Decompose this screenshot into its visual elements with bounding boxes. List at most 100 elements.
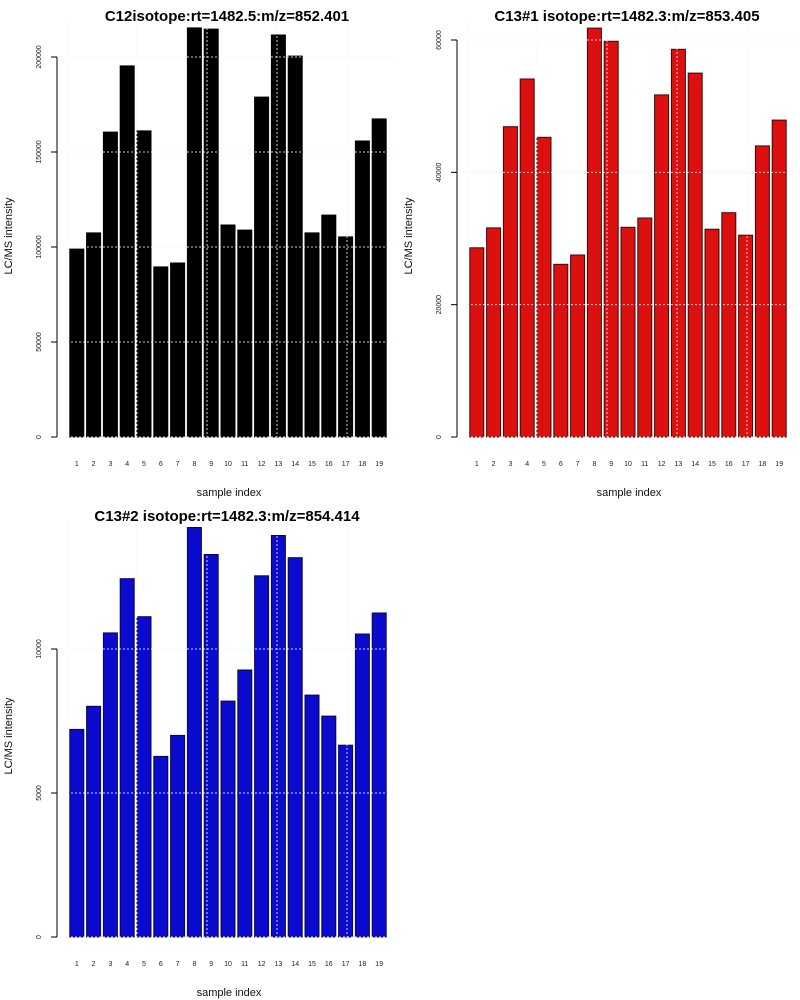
bar-sample-13 bbox=[270, 535, 286, 938]
x-tick-label: 11 bbox=[241, 461, 248, 468]
bar-sample-13 bbox=[270, 34, 286, 438]
x-axis: 1 2 3 4 5 6 7 8 9 10 11 12 13 14 15 16 17 18 19 bbox=[75, 961, 383, 968]
x-tick-label: 16 bbox=[325, 461, 333, 468]
y-tick-label: 0 bbox=[36, 435, 43, 439]
bar-sample-18 bbox=[754, 145, 770, 438]
y-tick-label: 0 bbox=[436, 435, 443, 439]
bar-sample-9 bbox=[603, 40, 619, 438]
x-tick-label: 13 bbox=[675, 461, 683, 468]
y-tick-label: 60000 bbox=[436, 30, 443, 50]
x-axis: 1 2 3 4 5 6 7 8 9 10 11 12 13 14 15 16 17 18 19 bbox=[75, 461, 383, 468]
bar-sample-15 bbox=[704, 228, 720, 438]
x-tick-label: 13 bbox=[275, 461, 283, 468]
bar-sample-10 bbox=[620, 226, 636, 438]
y-axis-label: LC/MS intensity bbox=[3, 697, 15, 775]
bars bbox=[69, 527, 387, 938]
bar-sample-1 bbox=[69, 248, 85, 438]
bar-sample-1 bbox=[69, 728, 85, 938]
x-tick-label: 7 bbox=[176, 961, 180, 968]
panel-c12-isotope: 0 50000 100000 150000 200000 1 2 3 4 5 6 7 8 9 10 11 12 1… bbox=[0, 0, 400, 500]
chart-title: C13#1 isotope:rt=1482.3:m/z=853.405 bbox=[494, 8, 759, 25]
y-axis: 0 5000 10000 bbox=[36, 639, 58, 939]
x-tick-label: 14 bbox=[291, 961, 299, 968]
x-axis-label: sample index bbox=[197, 987, 262, 999]
bar-sample-19 bbox=[371, 118, 387, 438]
bar-sample-6 bbox=[553, 263, 569, 438]
chart-title: C12isotope:rt=1482.5:m/z=852.401 bbox=[105, 8, 349, 25]
y-tick-label: 150000 bbox=[36, 140, 43, 163]
y-tick-label: 5000 bbox=[36, 785, 43, 801]
x-tick-label: 9 bbox=[209, 461, 213, 468]
x-tick-label: 10 bbox=[224, 461, 232, 468]
x-tick-label: 17 bbox=[342, 461, 350, 468]
bar-sample-17 bbox=[338, 236, 354, 438]
bar-sample-3 bbox=[102, 131, 118, 438]
bar-sample-18 bbox=[354, 633, 370, 938]
panel-c13-2-isotope: 0 5000 10000 1 2 3 4 5 6 7 8 9 10 11 12 13 14 15 16 17 18 19 C… bbox=[0, 500, 400, 1000]
y-tick-label: 200000 bbox=[36, 45, 43, 68]
x-tick-label: 17 bbox=[342, 961, 350, 968]
x-tick-label: 17 bbox=[742, 461, 750, 468]
bar-sample-4 bbox=[519, 78, 535, 438]
bar-sample-9 bbox=[203, 28, 219, 438]
bar-sample-5 bbox=[136, 616, 152, 938]
bar-sample-5 bbox=[136, 130, 152, 438]
bar-sample-6 bbox=[153, 266, 169, 438]
x-tick-label: 6 bbox=[159, 961, 163, 968]
bar-sample-12 bbox=[254, 575, 270, 938]
y-axis-label: LC/MS intensity bbox=[403, 197, 415, 275]
x-tick-label: 5 bbox=[142, 961, 146, 968]
bar-sample-10 bbox=[220, 224, 236, 438]
x-tick-label: 8 bbox=[192, 461, 196, 468]
grid-overlay bbox=[66, 520, 397, 938]
x-tick-label: 5 bbox=[142, 461, 146, 468]
x-tick-label: 11 bbox=[641, 461, 648, 468]
y-axis: 0 20000 40000 60000 bbox=[436, 30, 458, 439]
x-tick-label: 6 bbox=[559, 461, 563, 468]
x-tick-label: 16 bbox=[725, 461, 733, 468]
x-tick-label: 12 bbox=[658, 461, 666, 468]
x-tick-label: 3 bbox=[508, 461, 512, 468]
x-tick-label: 4 bbox=[125, 461, 129, 468]
x-tick-label: 7 bbox=[176, 461, 180, 468]
bar-sample-19 bbox=[371, 612, 387, 938]
bar-sample-16 bbox=[721, 212, 737, 438]
x-tick-label: 19 bbox=[775, 461, 783, 468]
y-axis-label: LC/MS intensity bbox=[3, 197, 15, 275]
bar-sample-10 bbox=[220, 700, 236, 938]
bar-sample-3 bbox=[502, 126, 518, 438]
x-tick-label: 14 bbox=[691, 461, 699, 468]
x-axis-label: sample index bbox=[597, 487, 662, 499]
bar-sample-2 bbox=[86, 232, 102, 438]
x-tick-label: 3 bbox=[108, 461, 112, 468]
y-tick-label: 100000 bbox=[36, 235, 43, 258]
x-tick-label: 7 bbox=[576, 461, 580, 468]
bar-sample-6 bbox=[153, 755, 169, 938]
bars bbox=[69, 27, 387, 438]
x-tick-label: 2 bbox=[492, 461, 496, 468]
x-tick-label: 19 bbox=[375, 461, 383, 468]
x-tick-label: 1 bbox=[475, 461, 479, 468]
bar-sample-8 bbox=[186, 27, 202, 438]
chart-title: C13#2 isotope:rt=1482.3:m/z=854.414 bbox=[94, 508, 360, 525]
bar-sample-5 bbox=[536, 136, 552, 438]
bar-sample-11 bbox=[237, 669, 253, 938]
x-tick-label: 4 bbox=[125, 961, 129, 968]
x-tick-label: 6 bbox=[159, 461, 163, 468]
x-tick-label: 14 bbox=[291, 461, 299, 468]
x-tick-label: 9 bbox=[209, 961, 213, 968]
x-tick-label: 16 bbox=[325, 961, 333, 968]
x-tick-label: 19 bbox=[375, 961, 383, 968]
x-axis-label: sample index bbox=[197, 487, 262, 499]
bar-sample-8 bbox=[186, 527, 202, 938]
x-tick-label: 18 bbox=[759, 461, 767, 468]
bar-sample-12 bbox=[254, 96, 270, 438]
bar-sample-7 bbox=[170, 262, 186, 438]
bar-sample-9 bbox=[203, 554, 219, 938]
y-tick-label: 10000 bbox=[36, 639, 43, 659]
bar-sample-1 bbox=[469, 247, 485, 438]
x-tick-label: 18 bbox=[359, 461, 367, 468]
x-tick-label: 2 bbox=[92, 961, 96, 968]
